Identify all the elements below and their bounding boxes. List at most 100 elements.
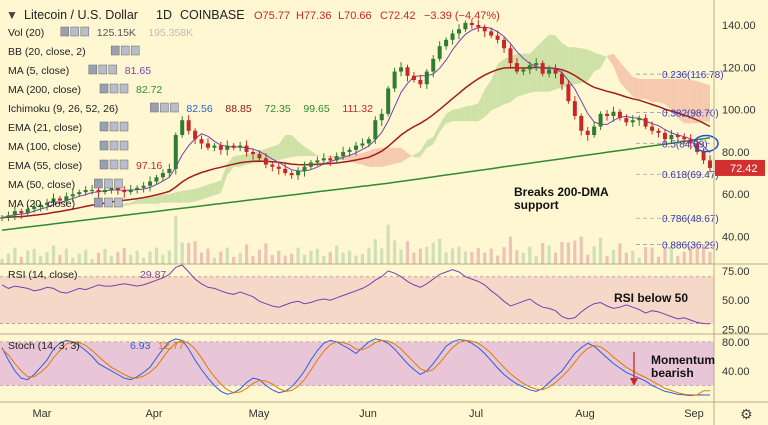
candle-body [115,187,120,190]
ichimoku-cloud-segment [394,147,402,164]
ichimoku-cloud-segment [182,189,189,203]
candle-body [212,145,217,148]
candle-body [437,46,442,59]
ichimoku-cloud-segment [652,78,659,103]
candle-body [431,58,436,72]
volume-bar [122,247,126,264]
volume-bar [360,253,365,264]
indicator-control-icon [99,83,109,94]
candle-body [521,69,526,72]
volume-bar [431,242,435,264]
volume-bar [277,250,281,264]
ohlc-close: C72.42 [380,10,415,22]
candle-body [553,69,558,74]
ichimoku-cloud-segment [291,135,299,158]
ichimoku-cloud-segment [484,80,492,118]
volume-bar [283,255,287,264]
ichimoku-cloud-segment [401,147,408,163]
ichimoku-cloud-segment [478,89,485,122]
indicator-value: 97.16 [136,160,162,172]
indicator-label: MA (50, close) [8,179,75,191]
candle-body [662,132,667,140]
price-axis-tick: 120.00 [722,62,756,74]
symbol-title[interactable]: Litecoin / U.S. Dollar [24,8,138,22]
volume-bar [264,243,268,264]
volume-bar [502,247,506,264]
candle-body [276,166,281,169]
ichimoku-cloud-segment [304,146,311,157]
ichimoku-cloud-segment [188,188,196,203]
volume-bar [605,255,609,264]
volume-bar [573,240,577,264]
candle-body [315,160,320,163]
volume-bar [167,250,171,264]
candle-body [347,149,352,152]
candle-body [302,166,307,171]
menu-icon[interactable]: ▼ [6,8,18,22]
candle-body [444,39,449,47]
candle-body [231,145,236,148]
volume-bar [508,236,513,264]
volume-bar [701,244,706,264]
ichimoku-cloud-segment [446,109,453,124]
exchange-label[interactable]: COINBASE [180,8,245,22]
ichimoku-cloud-segment [124,202,131,206]
volume-bar [322,255,326,264]
volume-bar [251,255,255,264]
interval-label[interactable]: 1D [156,8,172,22]
price-axis-tick: 60.00 [722,189,750,201]
volume-bar [598,237,603,264]
candle-body [263,158,268,165]
volume-bar [116,251,120,264]
indicator-control-icon [170,102,179,113]
ichimoku-cloud-segment [497,58,505,108]
ichimoku-cloud-segment [388,147,395,166]
indicator-label: Ichimoku (9, 26, 52, 26) [8,103,118,115]
volume-bar [373,239,377,264]
candle-body [96,189,101,193]
volume-bar [405,241,410,264]
candle-body [527,65,532,70]
volume-bar [270,254,274,264]
volume-bar [386,224,390,264]
volume-bar [238,252,242,264]
volume-bar [347,250,352,264]
indicator-control-icon [119,140,129,151]
candle-body [559,73,564,85]
stoch-axis-tick: 40.00 [722,366,750,378]
candle-body [205,143,210,148]
ichimoku-cloud-segment [600,54,608,69]
candle-body [334,156,339,161]
candle-body [328,158,333,161]
ichimoku-cloud-segment [587,49,595,82]
candle-body [379,113,384,121]
volume-bar [650,247,654,264]
stoch-axis-tick: 80.00 [722,337,750,349]
candle-body [160,173,165,178]
candle-body [592,126,597,135]
volume-bar [212,257,216,264]
volume-bar [32,248,36,264]
ichimoku-cloud-segment [407,152,414,159]
candle-body [624,118,629,123]
candle-body [547,69,552,74]
time-axis-tick: Aug [575,408,595,420]
candle-body [450,33,455,40]
volume-bar [225,247,229,264]
candle-body [405,67,410,76]
rsi-panel-value: 29.87 [140,269,166,281]
ichimoku-cloud-segment [471,103,479,122]
candle-body [366,139,371,144]
candle-body [251,151,256,155]
indicator-control-icon [108,64,118,75]
indicator-control-icon [109,159,119,170]
indicator-label: MA (200, close) [8,84,81,96]
ichimoku-cloud-segment [613,53,620,83]
indicator-value: 111.32 [342,103,373,115]
candle-body [109,187,114,190]
volume-bar [257,249,262,264]
volume-bar [19,256,23,264]
breakdown-circle [693,134,719,153]
candle-body [308,162,313,167]
